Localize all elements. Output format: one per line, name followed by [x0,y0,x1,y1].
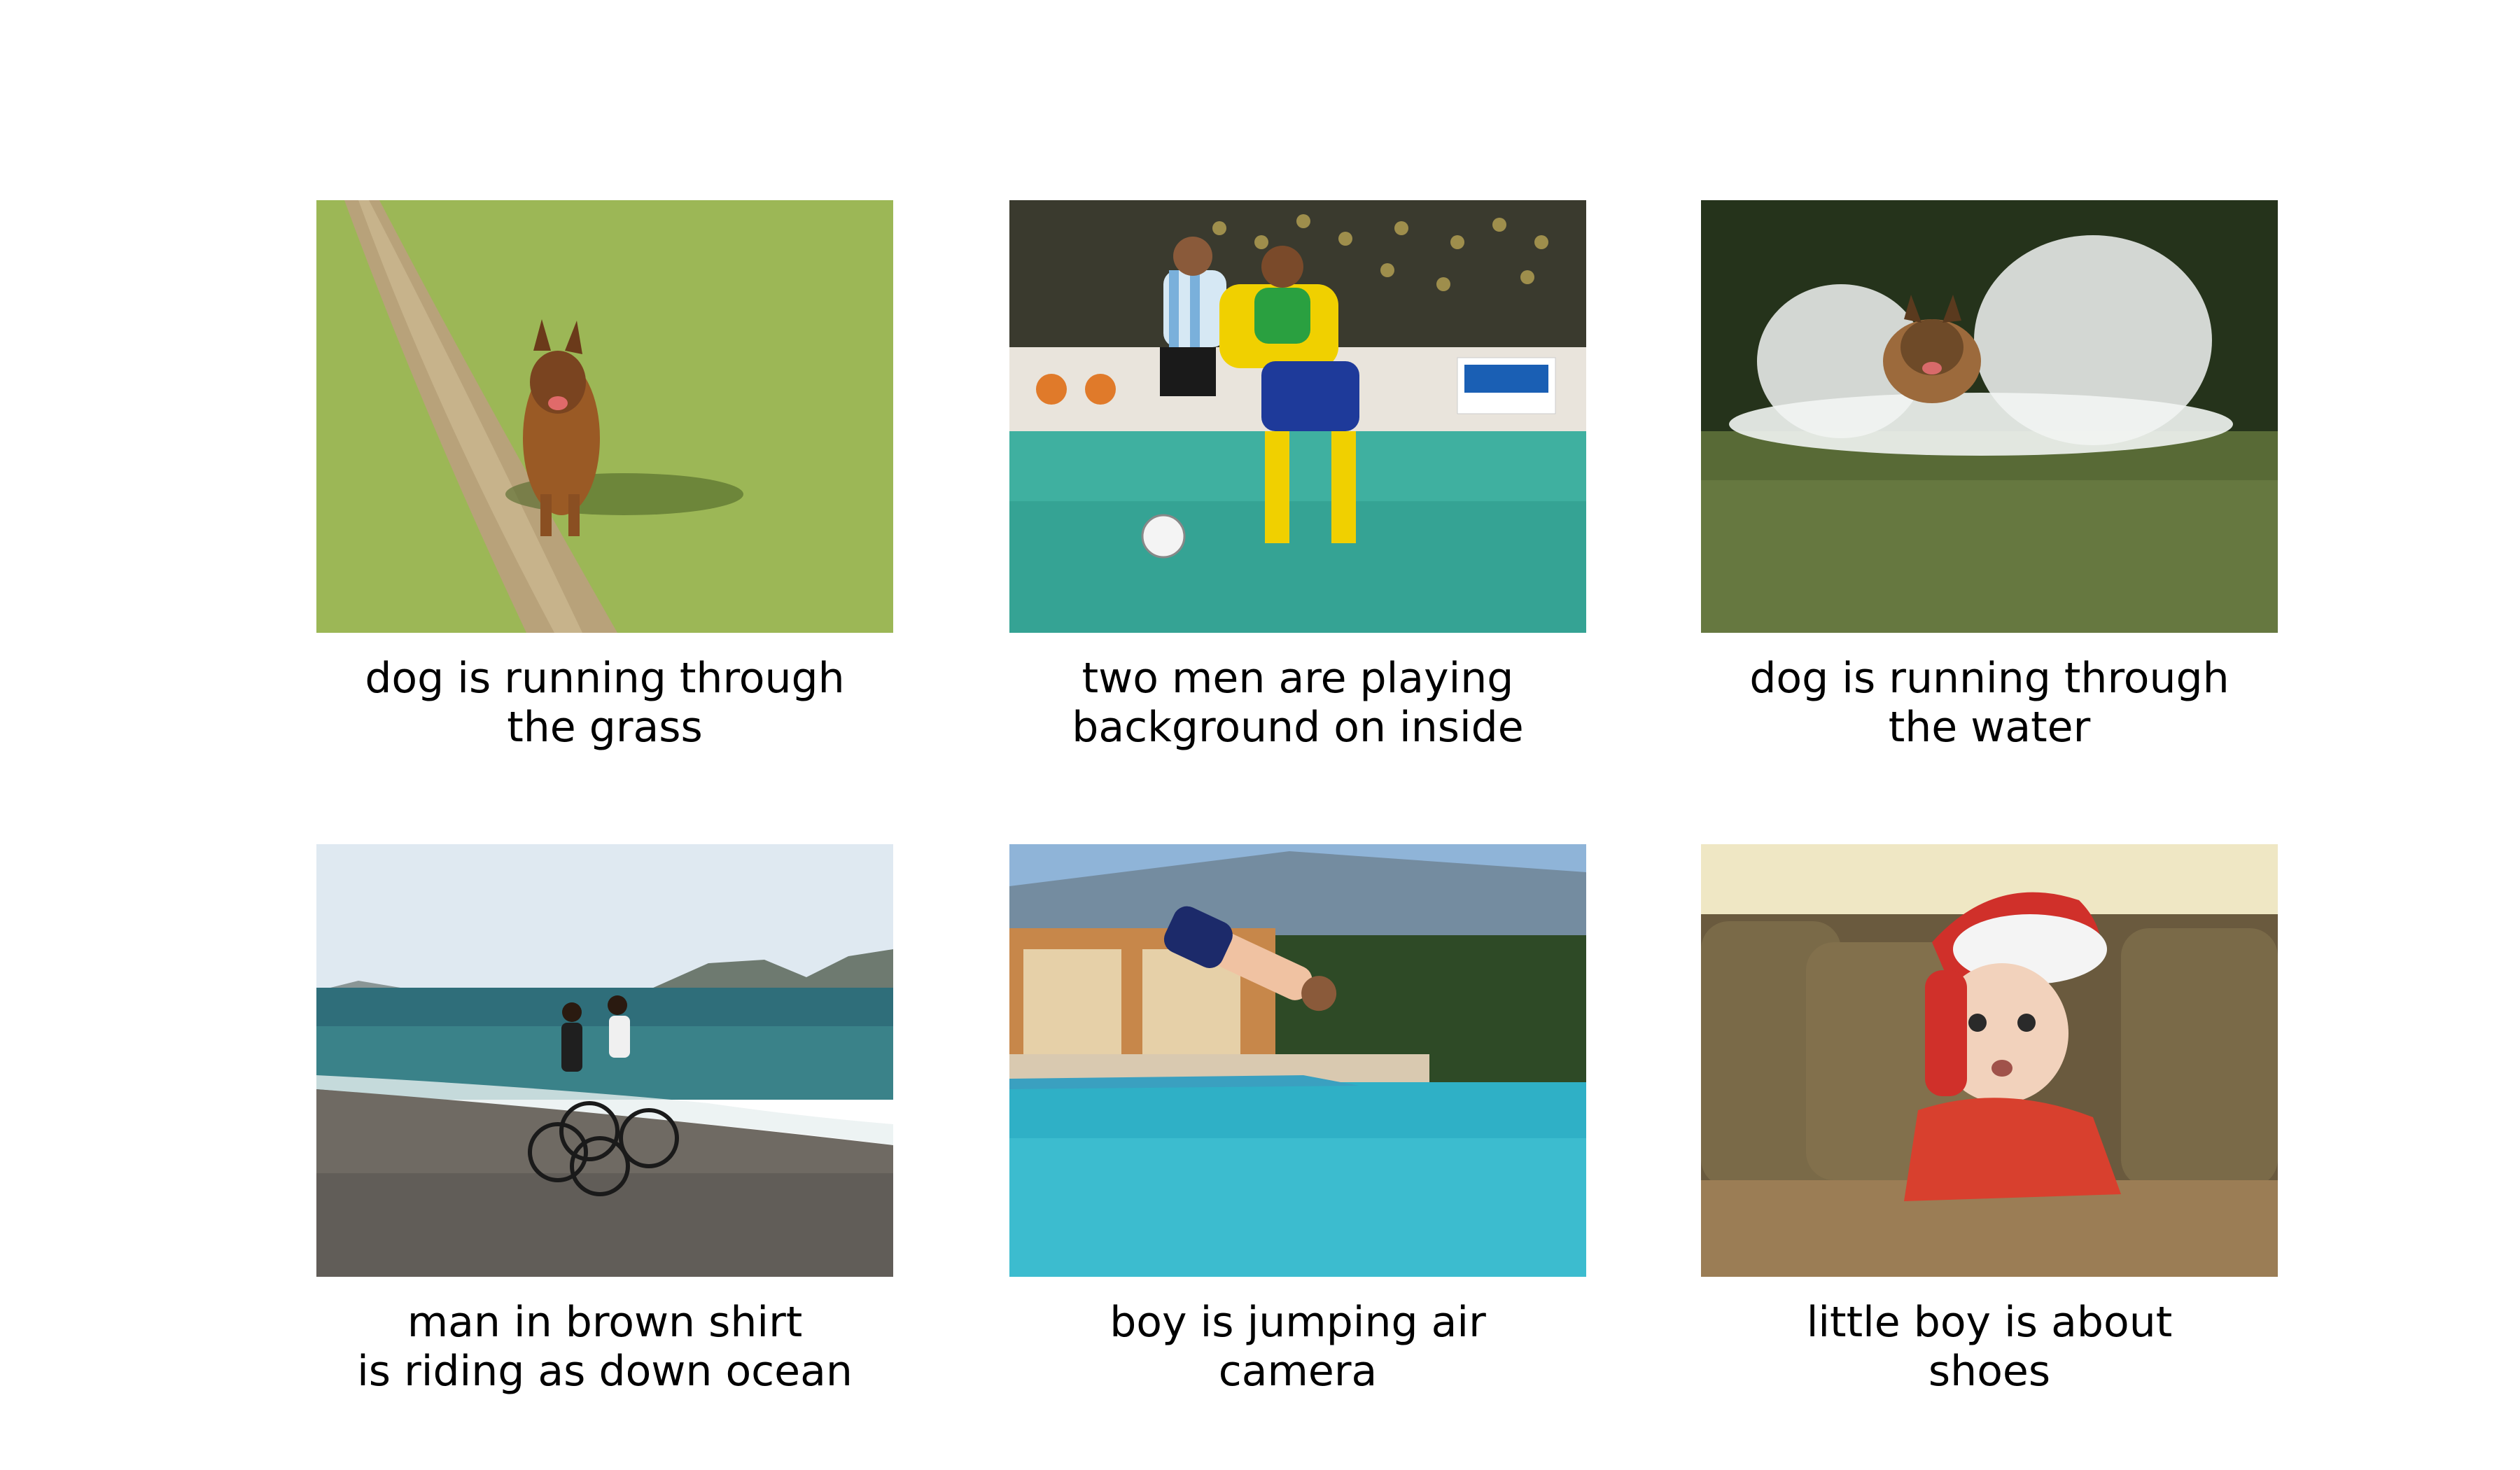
caption-4: man in brown shirt is riding as down oce… [232,1298,977,1396]
caption-5-line-1: boy is jumping air [1110,1298,1486,1347]
caption-2-line-2: background on inside [1072,703,1524,752]
soccer-players-photo [1009,200,1586,633]
caption-2-line-1: two men are playing [1082,654,1514,703]
dog-in-water-photo [1701,200,2278,633]
dog-in-grass-photo [316,200,893,633]
caption-3-line-2: the water [1888,703,2091,752]
caption-1-line-2: the grass [507,703,703,752]
caption-1: dog is running through the grass [232,654,977,752]
caption-6: little boy is about shoes [1617,1298,2362,1396]
caption-2: two men are playing background on inside [925,654,1670,752]
caption-4-line-1: man in brown shirt [407,1298,803,1347]
caption-3-line-1: dog is running through [1749,654,2230,703]
caption-5: boy is jumping air camera [925,1298,1670,1396]
caption-6-line-2: shoes [1928,1347,2051,1396]
caption-4-line-2: is riding as down ocean [357,1347,853,1396]
caption-1-line-1: dog is running through [365,654,845,703]
boy-diving-pool-photo [1009,844,1586,1277]
cyclists-by-ocean-photo [316,844,893,1277]
caption-5-line-2: camera [1218,1347,1378,1396]
caption-3: dog is running through the water [1617,654,2362,752]
baby-santa-hat-photo [1701,844,2278,1277]
caption-6-line-1: little boy is about [1806,1298,2173,1347]
